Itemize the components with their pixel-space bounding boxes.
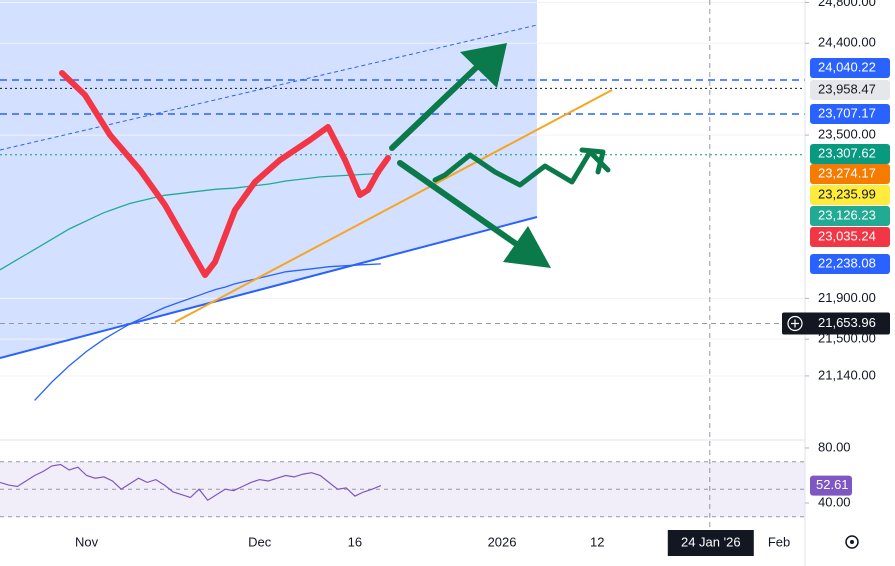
crosshair-x-box (667, 530, 754, 556)
price-label-box (810, 185, 890, 205)
sideways-arrow-head (579, 147, 606, 175)
price-label-box (810, 164, 890, 184)
channel-lower (0, 216, 538, 359)
crosshair-y-label: 21,653.96 (818, 315, 876, 330)
y-tick-label: 24,400.00 (818, 35, 876, 50)
price-label: 23,035.24 (818, 228, 876, 243)
value-label: 52.61 (816, 477, 849, 492)
y-tick-label: 21,900.00 (818, 290, 876, 305)
x-tick-label: 16 (348, 534, 362, 549)
moving-average (0, 172, 381, 271)
axis-layer: 24,800.0024,400.0023,500.0021,900.0021,5… (75, 0, 890, 556)
x-tick-label: Nov (75, 534, 99, 549)
price-label: 22,238.08 (818, 255, 876, 270)
support-line (174, 89, 613, 323)
price-label-box (810, 254, 890, 274)
y-tick-label: 80.00 (818, 439, 851, 454)
price-label: 23,307.62 (818, 145, 876, 160)
x-tick-label: 2026 (488, 534, 517, 549)
up-arrow-head (460, 43, 507, 88)
y-tick-label: 24,800.00 (818, 0, 876, 9)
shaded-region (0, 0, 537, 358)
x-tick-label: Dec (248, 534, 272, 549)
price-label: 23,126.23 (818, 207, 876, 222)
down-arrow (397, 160, 525, 251)
price-label-box (810, 58, 890, 78)
crosshair-add-plus (791, 319, 799, 328)
y-tick-label: 21,140.00 (818, 367, 876, 382)
crosshair-x-label: 24 Jan '26 (681, 534, 741, 549)
settings-icon[interactable] (845, 535, 859, 549)
y-tick-label: 23,500.00 (818, 127, 876, 142)
grid-layer (0, 0, 805, 528)
moving-average (34, 263, 381, 401)
price-label-box (810, 80, 890, 100)
down-arrow-head (503, 226, 551, 268)
price-label: 23,274.17 (818, 165, 876, 180)
price-label-box (810, 104, 890, 124)
y-tick-label: 40.00 (818, 494, 851, 509)
rsi-line (0, 463, 382, 501)
crosshair-y-box (782, 312, 890, 335)
x-tick-label: Feb (768, 534, 790, 549)
drawings (0, 24, 613, 359)
channel-upper (0, 24, 538, 151)
crosshair-add-icon (787, 315, 803, 332)
sideways-arrow (432, 149, 611, 188)
value-label-box (810, 475, 852, 496)
price-label: 23,958.47 (818, 81, 876, 96)
up-arrow (389, 61, 483, 151)
settings-button[interactable] (845, 535, 859, 549)
background-layer (0, 0, 537, 358)
x-tick-label: 12 (590, 534, 604, 549)
price-label-box (810, 144, 890, 164)
price-sketch (59, 70, 391, 278)
data-layer (0, 172, 382, 501)
price-label-box (810, 227, 890, 247)
price-label-box (810, 206, 890, 226)
settings-icon-dot[interactable] (850, 540, 854, 544)
price-label: 23,235.99 (818, 186, 876, 201)
price-label: 24,040.22 (818, 59, 876, 74)
price-label: 23,707.17 (818, 105, 876, 120)
